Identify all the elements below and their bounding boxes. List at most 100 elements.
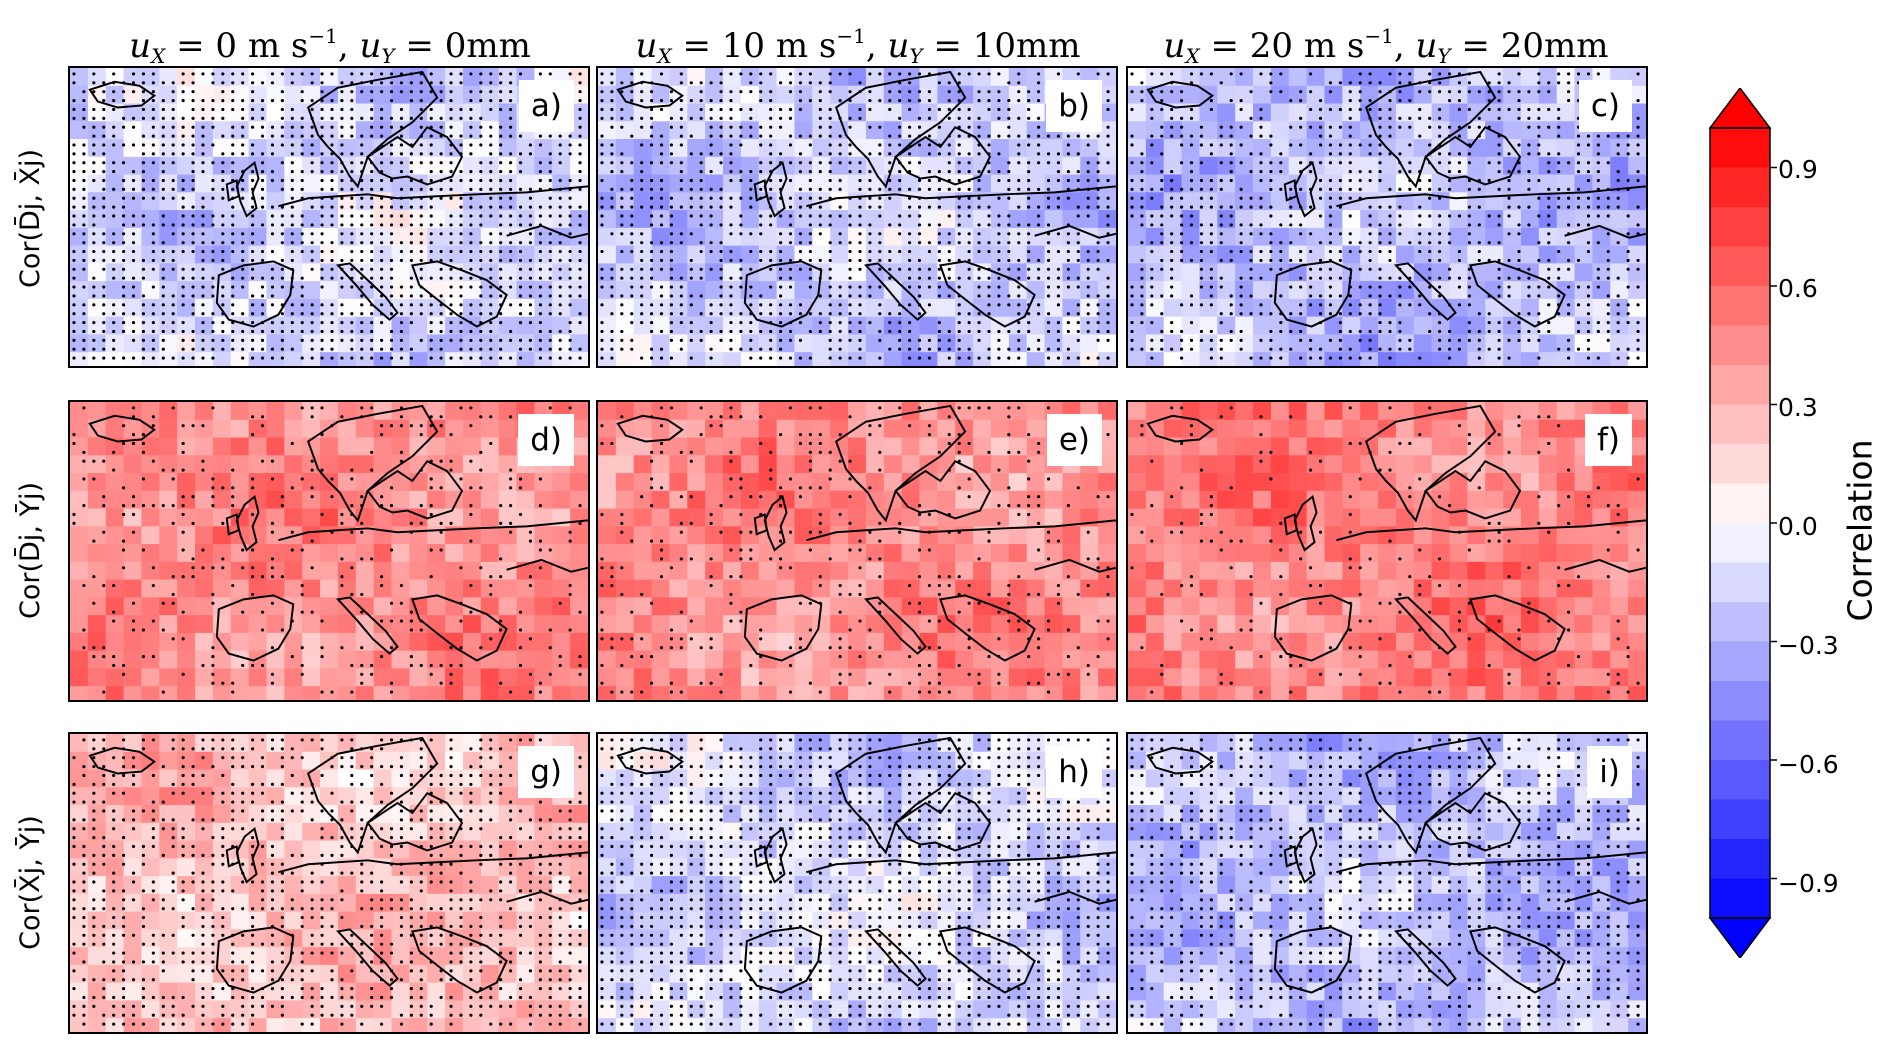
- coastline: [225, 845, 240, 868]
- row-label-3: Cor(X̄j, Ȳj): [14, 814, 46, 950]
- coastline: [806, 519, 1116, 542]
- colorbar-level: [1710, 641, 1770, 682]
- coastline: [1564, 558, 1646, 573]
- coastline: [366, 459, 464, 520]
- coastline: [616, 746, 685, 775]
- map-panel-d: d): [68, 400, 590, 702]
- colorbar-level: [1710, 404, 1770, 445]
- coastline: [1393, 596, 1457, 655]
- coastline: [1283, 513, 1298, 536]
- coastline: [366, 125, 464, 186]
- coastline: [306, 404, 439, 523]
- panel-label: a): [518, 80, 574, 132]
- colorbar-level: [1710, 681, 1770, 721]
- correlation-field: [598, 734, 1116, 1032]
- coastline: [1393, 928, 1457, 987]
- map-panel-b: b): [596, 66, 1118, 368]
- panel-label: c): [1578, 80, 1632, 132]
- coastline: [1146, 746, 1215, 775]
- panel-label: h): [1046, 746, 1102, 798]
- row-label-1: Cor(D̄j, X̄j): [14, 148, 46, 288]
- coastline: [1336, 519, 1646, 542]
- column-title-3: uX = 20 m s−1, uY = 20mm: [1163, 24, 1609, 68]
- colorbar-level: [1710, 523, 1770, 563]
- coastline: [1034, 558, 1116, 573]
- colorbar-level: [1710, 167, 1770, 208]
- coastline: [939, 260, 1036, 328]
- coastline: [939, 926, 1036, 994]
- correlation-field: [1128, 68, 1646, 366]
- coastline: [1469, 926, 1566, 994]
- panel-label: e): [1046, 414, 1102, 466]
- coastline: [225, 179, 240, 202]
- coastline: [616, 414, 685, 443]
- coastline: [1469, 594, 1566, 662]
- panel-label: b): [1046, 80, 1102, 132]
- coastline: [1034, 224, 1116, 239]
- colorbar-level: [1710, 286, 1770, 326]
- coastline: [1564, 224, 1646, 239]
- coastline: [1564, 890, 1646, 905]
- coastline: [88, 80, 157, 109]
- colorbar-tick: 0.3: [1778, 393, 1818, 422]
- coastline: [411, 926, 508, 994]
- colorbar-level: [1710, 878, 1770, 919]
- coastline: [753, 845, 768, 868]
- correlation-field: [70, 734, 588, 1032]
- correlation-field: [598, 68, 1116, 366]
- panel-label: g): [518, 746, 574, 798]
- coastline: [366, 791, 464, 852]
- colorbar-tick: 0.0: [1778, 512, 1818, 541]
- coastline: [215, 594, 295, 662]
- coastline: [335, 596, 399, 655]
- coastline: [1364, 404, 1497, 523]
- coastline: [1424, 791, 1522, 852]
- panel-label: i): [1587, 746, 1632, 798]
- coastline: [834, 404, 967, 523]
- coastline: [278, 185, 588, 208]
- coastline: [335, 928, 399, 987]
- colorbar-level: [1710, 246, 1770, 287]
- coastline: [1146, 80, 1215, 109]
- panel-label: f): [1584, 414, 1632, 466]
- map-panel-f: f): [1126, 400, 1648, 702]
- coastline: [1283, 845, 1298, 868]
- map-panel-e: e): [596, 400, 1118, 702]
- map-panel-h: h): [596, 732, 1118, 1034]
- coastline: [894, 791, 992, 852]
- coastline: [1393, 262, 1457, 321]
- coastline: [1424, 125, 1522, 186]
- colorbar-level: [1710, 799, 1770, 840]
- correlation-field: [70, 68, 588, 366]
- coastline: [506, 558, 588, 573]
- coastline: [411, 260, 508, 328]
- correlation-field: [1128, 734, 1646, 1032]
- coastline: [506, 224, 588, 239]
- colorbar-tick: 0.6: [1778, 274, 1818, 303]
- coastline: [894, 459, 992, 520]
- colorbar-tick: 0.9: [1778, 155, 1818, 184]
- colorbar-tick: −0.9: [1778, 869, 1839, 898]
- coastline: [743, 260, 823, 328]
- coastline: [411, 594, 508, 662]
- correlation-field: [1128, 402, 1646, 700]
- coastline: [1283, 179, 1298, 202]
- coastline: [88, 746, 157, 775]
- coastline: [1336, 851, 1646, 874]
- column-title-2: uX = 10 m s−1, uY = 10mm: [635, 24, 1081, 68]
- colorbar-tick: −0.6: [1778, 750, 1839, 779]
- coastline: [806, 185, 1116, 208]
- coastline: [215, 926, 295, 994]
- map-panel-a: a): [68, 66, 590, 368]
- coastline: [1273, 260, 1353, 328]
- coastline: [306, 736, 439, 855]
- coastline: [743, 926, 823, 994]
- colorbar-level: [1710, 839, 1770, 879]
- colorbar-extend-min: [1708, 917, 1772, 958]
- coastline: [278, 519, 588, 542]
- map-panel-i: i): [1126, 732, 1648, 1034]
- coastline: [1364, 736, 1497, 855]
- colorbar-label: Correlation: [1840, 439, 1880, 621]
- colorbar: [1708, 88, 1777, 958]
- colorbar-level: [1710, 760, 1770, 800]
